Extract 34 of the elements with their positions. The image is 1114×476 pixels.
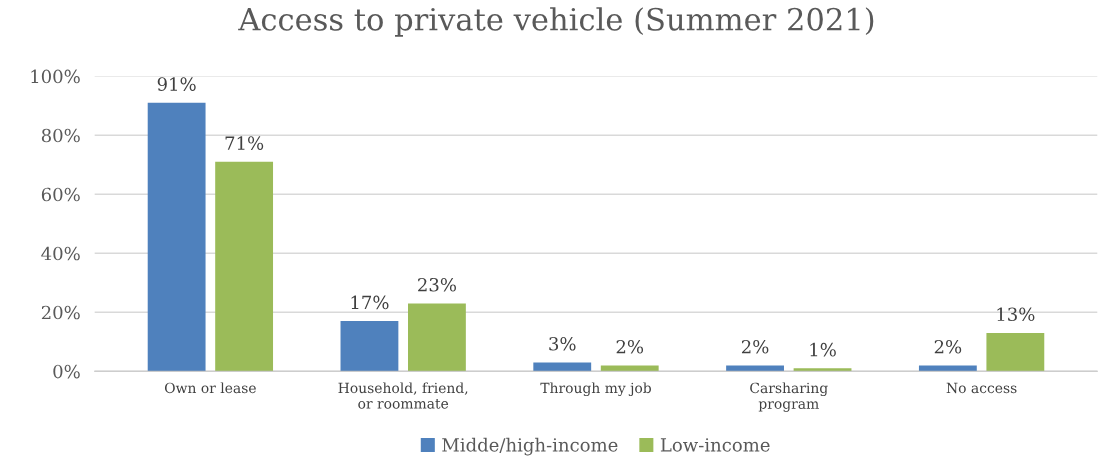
bar bbox=[918, 365, 977, 372]
y-tick-label: 100% bbox=[31, 69, 80, 84]
data-label: 17% bbox=[351, 295, 389, 310]
x-tick-label: Carsharing program bbox=[750, 382, 828, 412]
y-tick-label: 0% bbox=[53, 364, 80, 379]
x-tick-label: No access bbox=[946, 382, 1017, 394]
data-label: 3% bbox=[549, 336, 576, 351]
y-tick-label: 60% bbox=[41, 187, 80, 202]
bar bbox=[726, 365, 784, 372]
bar bbox=[986, 332, 1045, 372]
data-label: 91% bbox=[157, 77, 196, 91]
bar bbox=[408, 303, 466, 372]
x-tick-label: Own or lease bbox=[164, 382, 256, 394]
data-label: 1% bbox=[810, 342, 836, 357]
y-tick-label: 40% bbox=[41, 246, 80, 261]
data-label: 2% bbox=[934, 339, 962, 354]
legend-label: Low-income bbox=[660, 438, 770, 452]
bar bbox=[600, 365, 659, 372]
data-label: 71% bbox=[225, 136, 264, 150]
bar bbox=[147, 102, 206, 372]
x-tick-label: Through my job bbox=[540, 382, 651, 397]
legend-label: Midde/high-income bbox=[442, 437, 618, 456]
data-label: 13% bbox=[997, 307, 1035, 322]
bar bbox=[793, 368, 852, 372]
chart-title: Access to private vehicle (Summer 2021) bbox=[238, 7, 874, 37]
data-label: 2% bbox=[616, 339, 644, 354]
y-tick-label: 80% bbox=[41, 128, 80, 143]
bar bbox=[340, 321, 399, 372]
data-label: 2% bbox=[741, 339, 769, 354]
bar bbox=[215, 161, 274, 372]
bar bbox=[533, 362, 592, 372]
data-label: 23% bbox=[418, 277, 456, 292]
x-tick-label: Household, friend, or roommate bbox=[338, 382, 468, 409]
y-tick-label: 20% bbox=[41, 305, 80, 320]
